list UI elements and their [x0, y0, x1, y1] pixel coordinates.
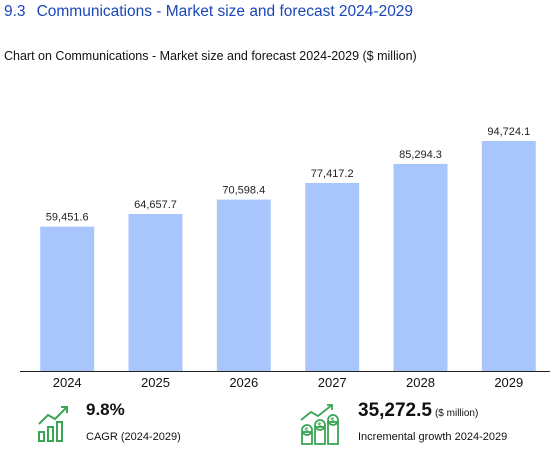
incremental-label: Incremental growth 2024-2029 — [358, 431, 508, 443]
incremental-number: 35,272.5 — [358, 400, 432, 421]
x-tick-labels-group: 2024 2025 2026 2027 2028 2029 — [53, 375, 524, 390]
value-label-2026: 70,598.4 — [222, 185, 265, 197]
svg-text:$: $ — [318, 423, 322, 430]
bar-chart: 59,451.6 64,657.7 70,598.4 77,417.2 85,294.3… — [20, 126, 550, 390]
growth-chart-icon — [38, 406, 68, 442]
x-tick-2026: 2026 — [229, 375, 258, 390]
x-tick-2027: 2027 — [318, 375, 347, 390]
x-tick-2028: 2028 — [406, 375, 435, 390]
bar-2028 — [393, 163, 448, 371]
bar-2025 — [128, 214, 183, 371]
cagr-value: 9.8% — [86, 400, 125, 419]
value-labels-group: 59,451.6 64,657.7 70,598.4 77,417.2 85,294.3… — [46, 126, 530, 224]
value-label-2027: 77,417.2 — [311, 168, 354, 180]
bar-2026 — [216, 199, 271, 371]
cagr-label: CAGR (2024-2029) — [86, 431, 181, 443]
section-title: Communications - Market size and forecas… — [36, 3, 414, 20]
svg-text:$: $ — [305, 428, 309, 435]
incremental-unit: ($ million) — [434, 408, 479, 419]
bar-2024 — [40, 226, 95, 371]
x-tick-2025: 2025 — [141, 375, 170, 390]
svg-text:$: $ — [331, 418, 335, 425]
cagr-kpi: 9.8% CAGR (2024-2029) — [36, 400, 216, 450]
section-heading: 9.3 Communications - Market size and fore… — [4, 3, 413, 21]
x-tick-2029: 2029 — [494, 375, 523, 390]
incremental-value: 35,272.5 ($ million) — [358, 400, 478, 422]
value-label-2029: 94,724.1 — [487, 126, 530, 138]
incremental-growth-kpi: $ $ $ 35,272.5 ($ million) Incremental gr… — [298, 400, 548, 450]
value-label-2024: 59,451.6 — [46, 212, 89, 224]
bar-2029 — [481, 141, 536, 371]
bars-group — [40, 141, 536, 371]
bar-2027 — [305, 183, 360, 371]
value-label-2025: 64,657.7 — [134, 199, 177, 211]
money-growth-icon: $ $ $ — [300, 404, 339, 445]
section-number: 9.3 — [4, 3, 26, 20]
x-tick-2024: 2024 — [53, 375, 82, 390]
value-label-2028: 85,294.3 — [399, 149, 442, 161]
chart-subtitle: Chart on Communications - Market size an… — [4, 49, 417, 63]
